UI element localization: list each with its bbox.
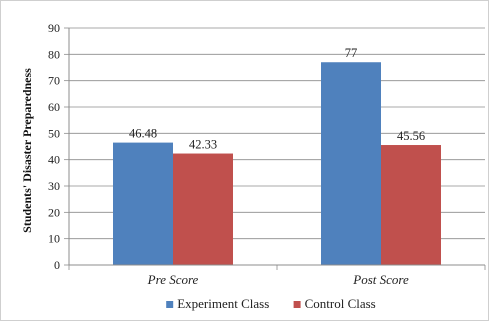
legend-label: Control Class [305,296,376,311]
bar-control-class-post-score [381,145,441,265]
y-tick-label: 50 [48,126,60,140]
bar-experiment-class-pre-score [113,142,173,265]
y-tick-label: 80 [48,47,60,61]
y-tick-label: 30 [48,179,60,193]
y-tick-label: 90 [48,21,60,35]
bar-experiment-class-post-score [321,62,381,265]
data-label: 46.48 [129,127,157,141]
bar-control-class-pre-score [173,153,233,265]
data-label: 45.56 [397,129,425,143]
legend-label: Experiment Class [177,296,269,311]
bars [113,62,441,265]
y-tick-label: 60 [48,100,60,114]
y-tick-label: 0 [54,258,60,272]
x-axis-ticks: Pre Score Post Score [68,265,486,287]
y-tick-label: 40 [48,153,60,167]
y-axis-ticks: 0 10 20 30 40 50 60 70 80 90 [48,21,69,272]
legend-swatch [166,301,174,308]
x-tick-label: Pre Score [147,272,199,287]
y-tick-label: 20 [48,205,60,219]
y-axis-label: Students' Disaster Preparedness [20,68,34,233]
x-tick-label: Post Score [352,272,409,287]
legend-swatch [293,301,301,308]
data-label: 42.33 [189,138,217,152]
data-label: 77 [345,46,358,60]
y-tick-label: 10 [48,232,60,246]
y-tick-label: 70 [48,74,60,88]
data-labels: 46.48 42.33 77 45.56 [129,46,425,151]
legend: Experiment Class Control Class [166,296,376,311]
